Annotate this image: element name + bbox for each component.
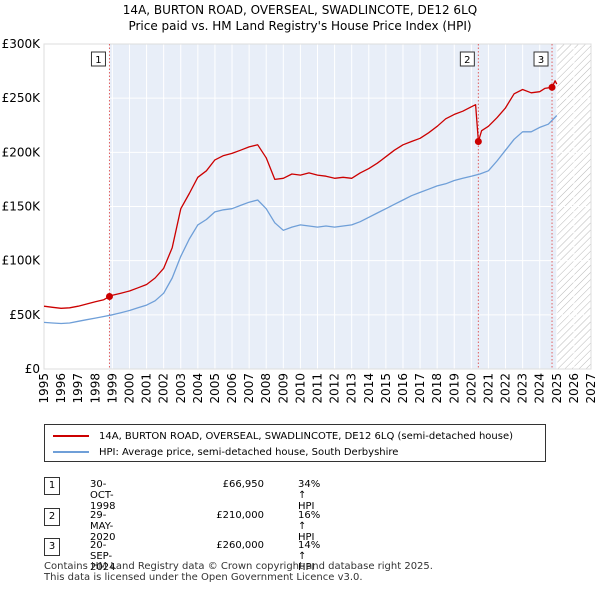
plot-frame: [43, 43, 592, 370]
legend-swatch-hpi: [53, 451, 89, 453]
transaction-date: 20-SEP-2024: [90, 540, 116, 573]
x-tick-label: 2025: [550, 373, 564, 404]
marker-label-box: [533, 51, 549, 67]
x-tick-label: 2010: [293, 373, 307, 404]
x-tick-label: 2022: [499, 373, 513, 404]
x-tick-label: 2005: [208, 373, 222, 404]
x-tick-label: 2012: [328, 373, 342, 404]
x-tick-label: 2011: [311, 373, 325, 404]
y-tick-label: £0: [25, 362, 40, 376]
x-tick-label: 2024: [533, 373, 547, 404]
series-line-hpi: [43, 115, 558, 325]
legend-label-property: 14A, BURTON ROAD, OVERSEAL, SWADLINCOTE,…: [99, 430, 514, 442]
transaction-price: £260,000: [216, 540, 264, 551]
x-tick-label: 2000: [122, 373, 136, 404]
x-tick-label: 2013: [345, 373, 359, 404]
legend: 14A, BURTON ROAD, OVERSEAL, SWADLINCOTE,…: [44, 424, 546, 462]
sale-point: [474, 138, 482, 145]
transaction-number: 1: [44, 477, 60, 495]
marker-label: 2: [464, 55, 470, 66]
x-tick-label: 2009: [276, 373, 290, 404]
footer: Contains HM Land Registry data © Crown c…: [44, 561, 433, 583]
x-tick-label: 2018: [430, 373, 444, 404]
x-tick-label: 2002: [157, 373, 171, 404]
footer-copyright: Contains HM Land Registry data © Crown c…: [44, 561, 433, 572]
chart-title: 14A, BURTON ROAD, OVERSEAL, SWADLINCOTE,…: [122, 3, 478, 17]
marker-label: 1: [95, 55, 101, 66]
y-tick-label: £150K: [2, 200, 42, 214]
transaction-number: 3: [44, 538, 60, 556]
sale-point: [105, 292, 113, 300]
x-tick-label: 2004: [191, 373, 205, 404]
transaction-price: £210,000: [216, 510, 264, 521]
marker-label-box: [459, 51, 475, 67]
footer-licence: This data is licensed under the Open Gov…: [44, 572, 363, 583]
x-tick-label: 2027: [584, 373, 598, 404]
legend-label-hpi: HPI: Average price, semi-detached house,…: [99, 446, 399, 458]
y-tick-label: £250K: [2, 91, 42, 105]
legend-item-property: 14A, BURTON ROAD, OVERSEAL, SWADLINCOTE,…: [53, 428, 513, 444]
marker-label-box: [90, 51, 106, 67]
x-tick-label: 2021: [481, 373, 495, 404]
x-tick-label: 1995: [37, 373, 51, 404]
x-tick-label: 2016: [396, 373, 410, 404]
transaction-number: 2: [44, 508, 60, 526]
x-tick-label: 2026: [567, 373, 581, 404]
y-tick-label: £200K: [2, 145, 42, 159]
x-tick-label: 1999: [105, 373, 119, 404]
x-tick-label: 2019: [447, 373, 461, 404]
y-tick-label: £300K: [2, 37, 42, 51]
x-tick-label: 2007: [242, 373, 256, 404]
chart-subtitle: Price paid vs. HM Land Registry's House …: [128, 19, 472, 33]
x-tick-label: 2003: [174, 373, 188, 404]
x-tick-label: 2015: [379, 373, 393, 404]
transaction-hpi: 14% ↑ HPI: [298, 540, 321, 573]
series-line-property: [43, 80, 558, 309]
x-tick-label: 1998: [88, 373, 102, 404]
transaction-hpi: 34% ↑ HPI: [298, 479, 321, 512]
x-tick-label: 2001: [140, 373, 154, 404]
x-tick-label: 2020: [464, 373, 478, 404]
transaction-date: 30-OCT-1998: [90, 479, 116, 512]
x-tick-label: 1997: [71, 373, 85, 404]
x-tick-label: 2023: [516, 373, 530, 404]
x-tick-label: 2008: [259, 373, 273, 404]
transaction-hpi: 16% ↑ HPI: [298, 510, 321, 543]
x-tick-label: 2017: [413, 373, 427, 404]
y-tick-label: £100K: [2, 254, 42, 268]
x-tick-label: 2006: [225, 373, 239, 404]
x-tick-label: 2014: [362, 373, 376, 404]
legend-item-hpi: HPI: Average price, semi-detached house,…: [53, 444, 398, 460]
y-tick-label: £50K: [9, 308, 41, 322]
x-tick-label: 1996: [54, 373, 68, 404]
transaction-price: £66,950: [222, 479, 264, 490]
sale-point: [548, 83, 556, 91]
marker-label: 3: [538, 55, 544, 66]
transaction-date: 29-MAY-2020: [90, 510, 116, 543]
legend-swatch-property: [53, 435, 89, 437]
